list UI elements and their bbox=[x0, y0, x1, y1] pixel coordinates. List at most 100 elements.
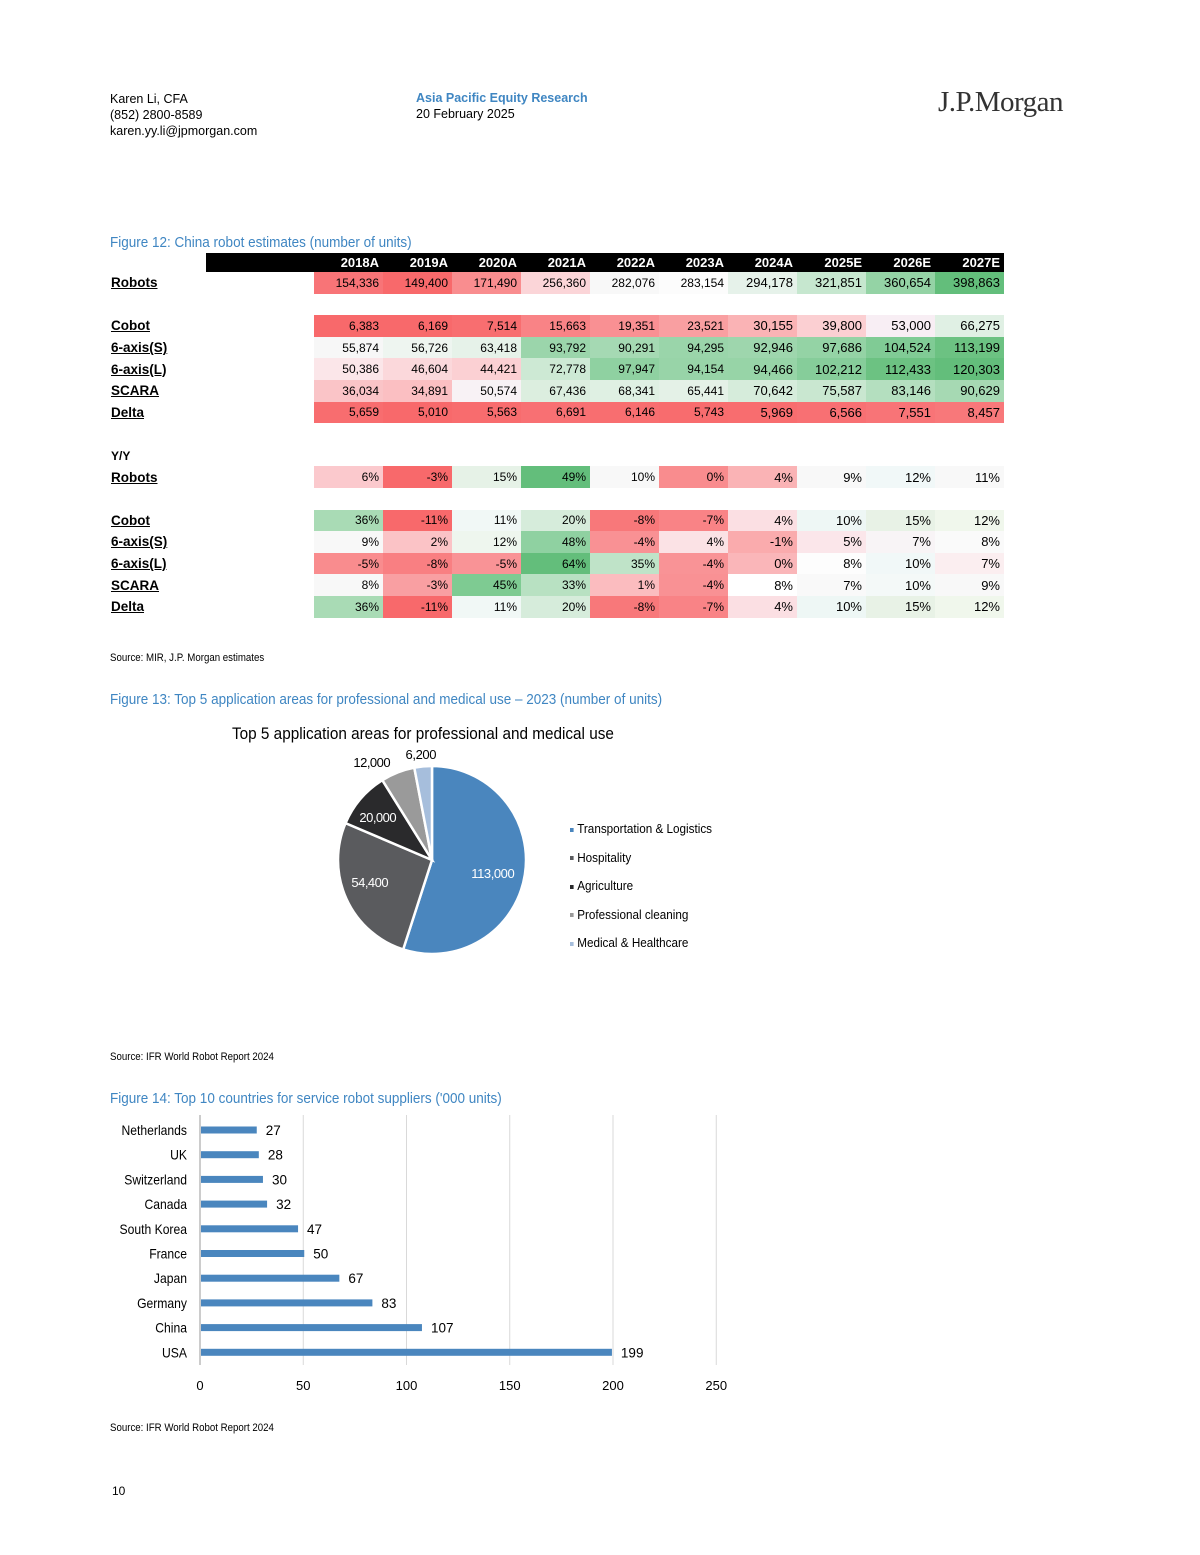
value-cell: 15% bbox=[452, 466, 521, 488]
value-cell: -8% bbox=[383, 552, 452, 575]
year-header: 2021A bbox=[521, 253, 590, 272]
legend-label: Transportation & Logistics bbox=[577, 821, 713, 836]
value-cell: 36,034 bbox=[314, 379, 383, 402]
value-cell: 7,514 bbox=[452, 315, 521, 337]
value-cell: 4% bbox=[728, 466, 797, 488]
value-cell: 92,946 bbox=[728, 336, 797, 359]
value-cell: 6,169 bbox=[383, 315, 452, 337]
pie-data-label: 6,200 bbox=[406, 747, 437, 762]
table-row: 6-axis(L) 50,386 46,604 44,421 72,778 97,947 9… bbox=[110, 358, 1004, 380]
bar-value-label: 67 bbox=[348, 1271, 363, 1286]
value-cell: -5% bbox=[452, 552, 521, 575]
bar bbox=[201, 1274, 340, 1282]
legend-label: Agriculture bbox=[577, 878, 634, 893]
bar bbox=[201, 1200, 268, 1208]
bar bbox=[201, 1324, 422, 1332]
pie-chart-title: Top 5 application areas for professional… bbox=[232, 724, 614, 743]
value-cell: 5,743 bbox=[659, 401, 728, 424]
value-cell: 6,383 bbox=[314, 315, 383, 337]
bar bbox=[201, 1250, 305, 1257]
value-cell: -4% bbox=[659, 574, 728, 596]
value-cell: 112,433 bbox=[866, 358, 935, 380]
figure14-source: Source: IFR World Robot Report 2024 bbox=[110, 1422, 274, 1434]
value-cell: 48% bbox=[521, 531, 590, 553]
value-cell: 5,659 bbox=[314, 401, 383, 424]
report-series: Asia Pacific Equity Research bbox=[416, 91, 588, 105]
table-row: Cobot 6,383 6,169 7,514 15,663 19,351 23,521 30… bbox=[110, 315, 1004, 337]
value-cell: 5,563 bbox=[452, 401, 521, 424]
value-cell: 35% bbox=[590, 552, 659, 575]
table-header-row: Units 2018A 2019A 2020A 2021A 2022A 2023A 2024A… bbox=[110, 253, 1004, 272]
yoy-label: Y/Y bbox=[110, 444, 1004, 467]
header-spacer bbox=[206, 253, 314, 272]
legend-item: Professional cleaning bbox=[570, 907, 712, 922]
value-cell: -11% bbox=[383, 595, 452, 618]
value-cell: 360,654 bbox=[866, 272, 935, 294]
category-label: Germany bbox=[137, 1295, 187, 1311]
value-cell: 9% bbox=[797, 466, 866, 488]
value-cell: 10% bbox=[866, 552, 935, 575]
row-label: Cobot bbox=[110, 509, 314, 532]
value-cell: 7% bbox=[935, 552, 1004, 575]
category-label: Netherlands bbox=[122, 1122, 187, 1138]
value-cell: 72,778 bbox=[521, 358, 590, 380]
x-tick-label: 50 bbox=[296, 1378, 310, 1393]
x-tick-label: 250 bbox=[705, 1378, 727, 1393]
pie-slice bbox=[412, 764, 434, 861]
year-header: 2027E bbox=[935, 253, 1004, 272]
category-label: USA bbox=[162, 1345, 187, 1361]
author-email: karen.yy.li@jpmorgan.com bbox=[110, 124, 258, 138]
value-cell: 10% bbox=[797, 509, 866, 532]
value-cell: 8% bbox=[728, 574, 797, 596]
value-cell: 68,341 bbox=[590, 379, 659, 402]
value-cell: -3% bbox=[383, 574, 452, 596]
value-cell: 7% bbox=[797, 574, 866, 596]
year-header: 2022A bbox=[590, 253, 659, 272]
value-cell: 94,466 bbox=[728, 358, 797, 380]
bar-value-label: 107 bbox=[431, 1321, 454, 1336]
value-cell: 113,199 bbox=[935, 336, 1004, 359]
category-label: Japan bbox=[154, 1271, 187, 1287]
legend-item: Agriculture bbox=[570, 878, 712, 893]
value-cell: 120,303 bbox=[935, 358, 1004, 380]
table-row: 6-axis(L) -5% -8% -5% 64% 35% -4% 0% 8% 10% 7% bbox=[110, 552, 1004, 575]
report-info: Asia Pacific Equity Research 20 February… bbox=[416, 90, 588, 122]
value-cell: 12% bbox=[452, 531, 521, 553]
pie-data-label: 12,000 bbox=[353, 755, 390, 770]
value-cell: 8% bbox=[314, 574, 383, 596]
value-cell: 49% bbox=[521, 466, 590, 488]
bar-value-label: 30 bbox=[272, 1172, 287, 1187]
category-label: France bbox=[149, 1246, 187, 1262]
value-cell: -11% bbox=[383, 509, 452, 532]
legend-swatch bbox=[570, 941, 574, 946]
row-label: 6-axis(S) bbox=[110, 531, 314, 553]
x-tick-label: 150 bbox=[499, 1378, 521, 1393]
pie-chart: 113,000 54,400 20,000 12,000 6,200 bbox=[336, 747, 528, 956]
figure12-source: Source: MIR, J.P. Morgan estimates bbox=[110, 652, 265, 664]
value-cell: 283,154 bbox=[659, 272, 728, 294]
author-name: Karen Li, CFA bbox=[110, 92, 188, 106]
value-cell: 5,010 bbox=[383, 401, 452, 424]
yoy-label-row: Y/Y bbox=[110, 444, 1004, 467]
category-label: China bbox=[155, 1320, 188, 1336]
value-cell: -1% bbox=[728, 531, 797, 553]
value-cell: 12% bbox=[935, 595, 1004, 618]
jpmorgan-logo: J.P.Morgan bbox=[938, 86, 1064, 118]
row-label: Robots bbox=[110, 466, 314, 488]
value-cell: 8,457 bbox=[935, 401, 1004, 424]
value-cell: -4% bbox=[659, 552, 728, 575]
x-tick-label: 200 bbox=[602, 1378, 624, 1393]
value-cell: 20% bbox=[521, 509, 590, 532]
legend-item: Hospitality bbox=[570, 850, 712, 865]
value-cell: -7% bbox=[659, 509, 728, 532]
value-cell: 5% bbox=[797, 531, 866, 553]
year-header: 2018A bbox=[314, 253, 383, 272]
value-cell: 11% bbox=[935, 466, 1004, 488]
author-block: Karen Li, CFA (852) 2800-8589 karen.yy.l… bbox=[110, 91, 257, 139]
value-cell: 30,155 bbox=[728, 315, 797, 337]
row-label: 6-axis(S) bbox=[110, 336, 314, 359]
value-cell: 6,146 bbox=[590, 401, 659, 424]
robot-estimates-table: Units 2018A 2019A 2020A 2021A 2022A 2023A 2024A… bbox=[110, 253, 1004, 618]
value-cell: 20% bbox=[521, 595, 590, 618]
year-header: 2024A bbox=[728, 253, 797, 272]
